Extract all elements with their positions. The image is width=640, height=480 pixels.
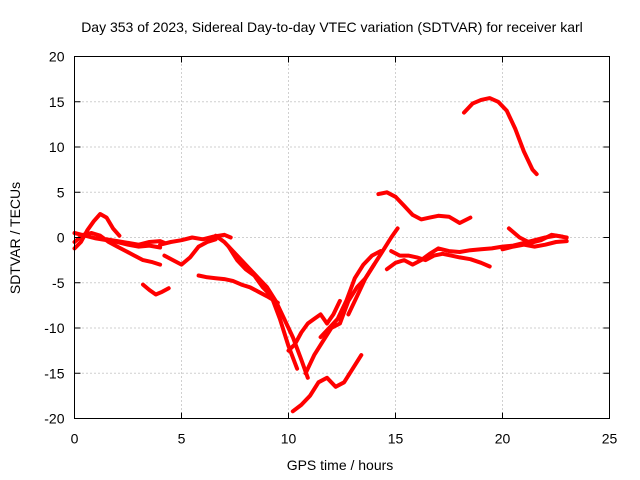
series-track-12 — [290, 353, 364, 414]
series-track-8 — [196, 273, 280, 305]
tick-marks: 0 5 10 15 20 25 -20 -15 -10 -5 0 5 10 15 20 — [44, 49, 617, 447]
series-track-3 — [72, 231, 163, 267]
y-axis-label: SDTVAR / TECUs — [7, 182, 23, 294]
y-tick-label: 15 — [49, 94, 65, 110]
y-tick-label: 0 — [57, 230, 65, 246]
x-tick-label: 0 — [71, 431, 79, 447]
x-tick-label: 5 — [178, 431, 186, 447]
series-track-14 — [318, 249, 383, 340]
x-tick-label: 15 — [388, 431, 404, 447]
x-tick-label: 20 — [495, 431, 511, 447]
grid — [74, 56, 610, 419]
series-track-15 — [346, 226, 400, 317]
y-tick-label: -20 — [44, 411, 64, 427]
series-track-16 — [376, 190, 473, 225]
series-track-5 — [141, 282, 171, 297]
series-track-7 — [162, 237, 218, 267]
series-group — [72, 96, 569, 414]
series-track-6 — [158, 232, 233, 247]
series-track-20 — [506, 226, 565, 245]
series-track-19 — [462, 96, 539, 177]
series-track-10 — [226, 244, 300, 371]
y-tick-label: -10 — [44, 320, 64, 336]
series-track-21 — [500, 239, 569, 252]
x-axis-label: GPS time / hours — [287, 457, 394, 473]
x-tick-label: 25 — [602, 431, 618, 447]
x-tick-label: 10 — [281, 431, 297, 447]
y-tick-label: 5 — [57, 184, 65, 200]
series-track-4 — [104, 237, 167, 247]
y-tick-label: 10 — [49, 139, 65, 155]
y-tick-label: -5 — [52, 275, 65, 291]
y-tick-label: 20 — [49, 49, 65, 65]
series-track-11 — [286, 298, 342, 353]
y-tick-label: -15 — [44, 365, 64, 381]
series-track-18 — [389, 249, 492, 269]
chart-title: Day 353 of 2023, Sidereal Day-to-day VTE… — [81, 19, 583, 35]
series-track-1 — [72, 212, 122, 251]
